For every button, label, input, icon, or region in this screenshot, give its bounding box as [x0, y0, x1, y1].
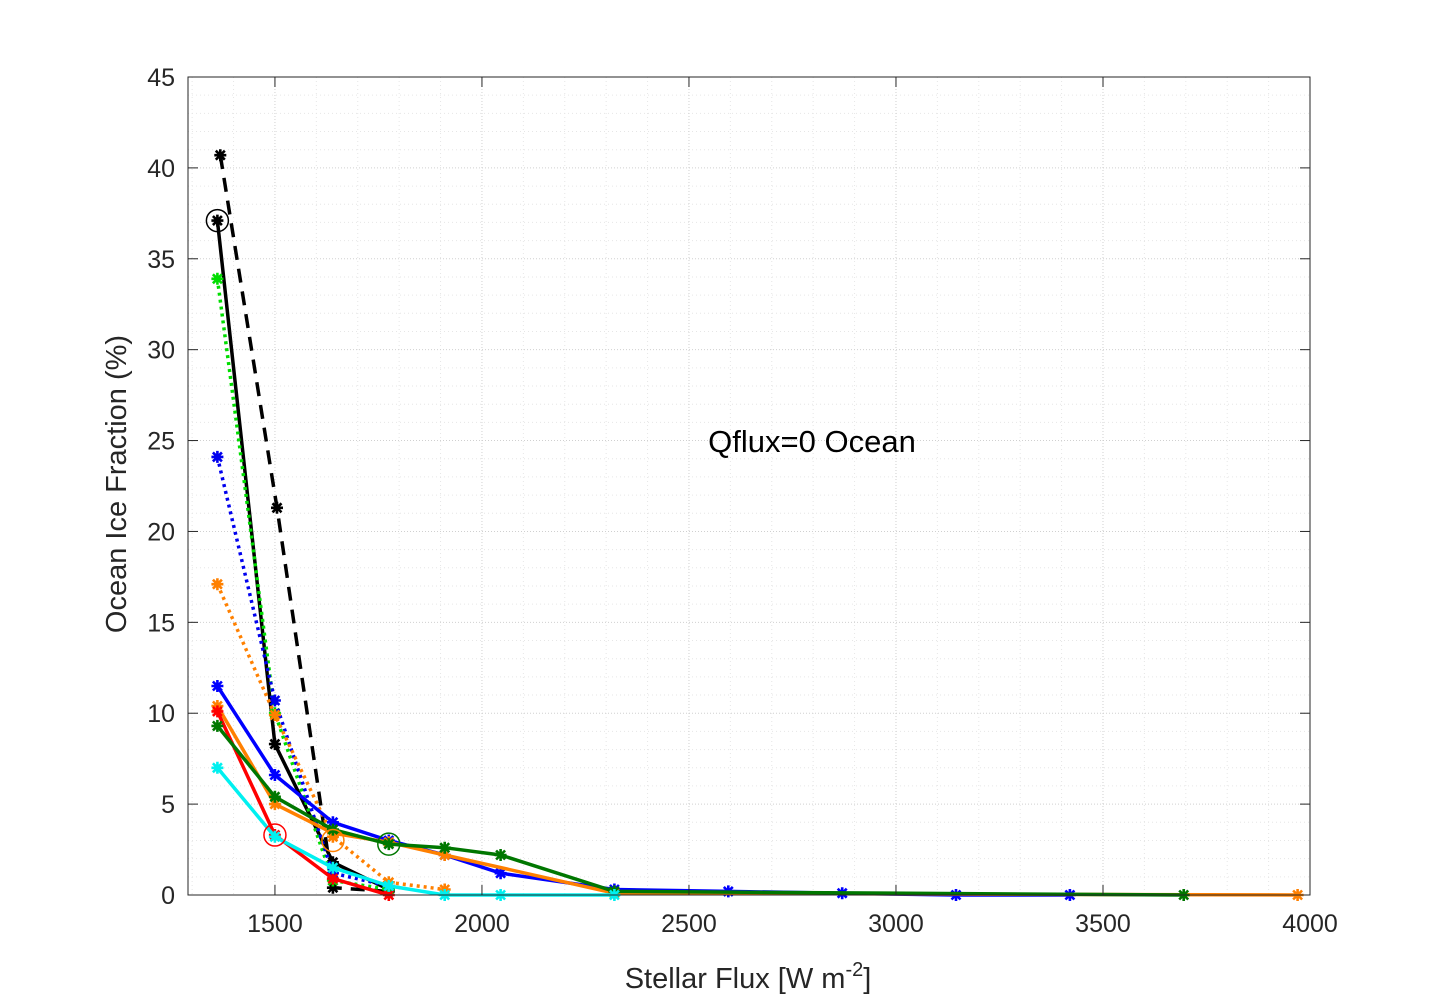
grid: [188, 76, 1311, 896]
axes: [187, 76, 1311, 896]
data-point-red-solid: [211, 705, 224, 718]
y-tick-label: 10: [147, 700, 175, 728]
y-tick-label: 35: [147, 246, 175, 274]
x-tick-label: 2000: [454, 910, 510, 938]
x-tick-label: 3000: [868, 910, 924, 938]
x-tick-label: 3500: [1075, 910, 1131, 938]
x-axis-label-superscript: -2: [845, 959, 863, 981]
data-point-green-solid: [268, 790, 281, 803]
data-point-black-solid: [268, 738, 281, 751]
data-point-orange-dotted: [211, 578, 224, 591]
data-point-black-dashed: [271, 501, 283, 514]
data-point-green-solid: [211, 719, 224, 732]
data-point-green-solid: [382, 838, 395, 851]
y-tick-label: 15: [147, 609, 175, 637]
series-line-green-solid: [216, 724, 1184, 897]
y-tick-label: 20: [147, 518, 175, 546]
x-axis-label-main: Stellar Flux [W m: [625, 963, 846, 995]
orange-circle: [321, 828, 345, 853]
data-point-orange-solid: [438, 849, 451, 861]
y-axis-label: Ocean Ice Fraction (%): [101, 335, 133, 633]
y-tick-label: 0: [161, 882, 175, 910]
series-line-red-solid: [215, 710, 390, 897]
x-tick-label: 2500: [661, 910, 717, 938]
tick-labels: 1500 2000 2500 3000 3500 4000 0 5 10 15 20 25 30 35 40…: [147, 64, 1338, 938]
data-point-green-dotted: [211, 272, 224, 285]
data-point-orange-dotted: [268, 709, 281, 721]
data-point-black-dashed: [214, 149, 227, 162]
x-axis-label-end: ]: [863, 963, 871, 995]
data-point-cyan-solid: [326, 861, 339, 874]
data-point-blue-solid: [494, 867, 507, 880]
data-point-cyan-solid: [268, 830, 281, 843]
data-point-green-solid: [494, 849, 507, 861]
data-point-blue-solid: [268, 769, 281, 781]
red-circle: [263, 823, 287, 847]
axes-box: [187, 76, 1311, 896]
y-tick-label: 5: [161, 791, 175, 819]
data-point-blue-dotted: [268, 694, 281, 707]
data-point-blue-solid: [326, 816, 339, 829]
x-axis-label: Stellar Flux [W m-2]: [625, 959, 872, 995]
data-point-orange-solid: [268, 798, 281, 811]
y-tick-label: 45: [147, 64, 175, 92]
series-line-black-dashed: [218, 154, 389, 894]
data-point-blue-solid: [211, 680, 224, 692]
data-point-cyan-solid: [211, 761, 224, 774]
data-point-cyan-solid: [382, 879, 395, 892]
y-tick-label: 25: [147, 428, 175, 456]
data-point-green-solid: [438, 841, 451, 854]
data-point-black-solid: [211, 214, 224, 227]
data-point-blue-dotted: [211, 450, 224, 463]
green-circle: [377, 832, 401, 856]
black-circle: [205, 208, 230, 233]
y-tick-label: 30: [147, 337, 175, 365]
x-tick-label: 1500: [247, 910, 303, 938]
data-point-red-solid: [326, 872, 339, 885]
annotation-text: Qflux=0 Ocean: [708, 424, 916, 459]
x-tick-label: 4000: [1282, 910, 1338, 938]
y-tick-label: 40: [147, 155, 175, 183]
data-point-black-dashed: [326, 881, 339, 894]
